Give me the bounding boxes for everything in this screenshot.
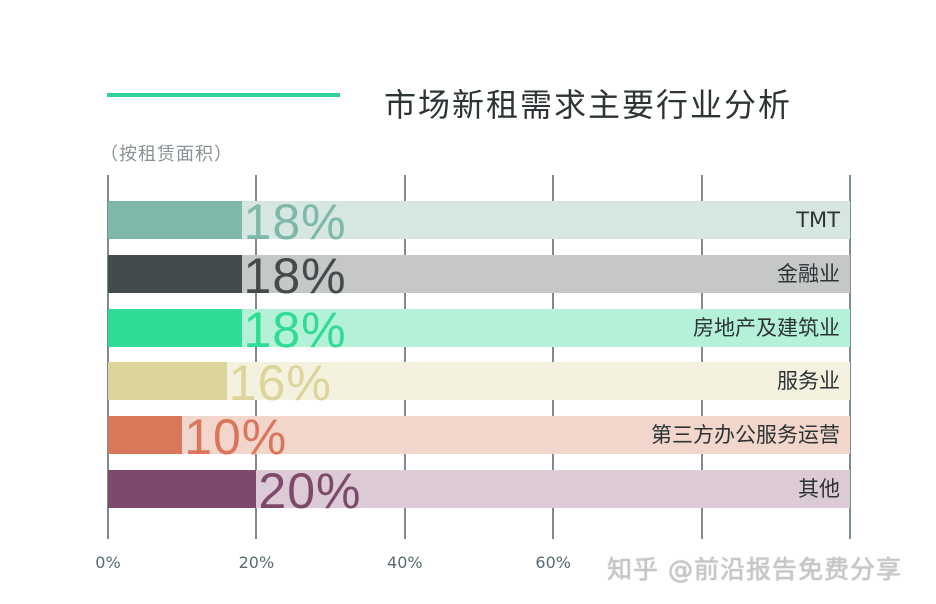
bar: [108, 470, 257, 508]
value-label: 20%: [258, 463, 362, 519]
value-label: 18%: [243, 247, 347, 304]
value-label: 18%: [243, 301, 347, 358]
chart-subtitle: （按租赁面积）: [100, 144, 233, 165]
category-label: 其他: [798, 477, 840, 501]
x-gridline: [255, 175, 258, 539]
x-tick-label: 20%: [238, 553, 275, 572]
category-label: TMT: [796, 208, 840, 232]
bar: [108, 308, 242, 347]
x-gridline: [107, 175, 109, 539]
title-accent-line: [107, 93, 340, 97]
bar-track: [108, 362, 850, 401]
category-label: 服务业: [777, 369, 840, 394]
category-label: 第三方办公服务运营: [651, 423, 840, 448]
watermark: 知乎 @前沿报告免费分享: [607, 555, 902, 584]
category-label: 金融业: [777, 261, 840, 286]
x-tick-label: 0%: [95, 553, 121, 572]
x-gridline: [700, 175, 703, 539]
bar-track: [108, 416, 850, 455]
value-label: 18%: [243, 194, 347, 250]
value-label: 16%: [228, 355, 332, 412]
bar: [108, 362, 227, 401]
x-gridline: [403, 175, 406, 539]
bar: [108, 416, 183, 455]
category-label: 房地产及建筑业: [693, 315, 840, 340]
bar: [108, 254, 242, 293]
value-label: 10%: [184, 409, 288, 466]
x-gridline: [552, 175, 555, 539]
chart-title: 市场新租需求主要行业分析: [384, 86, 793, 124]
x-tick-label: 40%: [387, 553, 423, 572]
x-tick-label: 60%: [535, 553, 571, 572]
bar: [108, 201, 242, 239]
x-gridline: [849, 175, 851, 539]
